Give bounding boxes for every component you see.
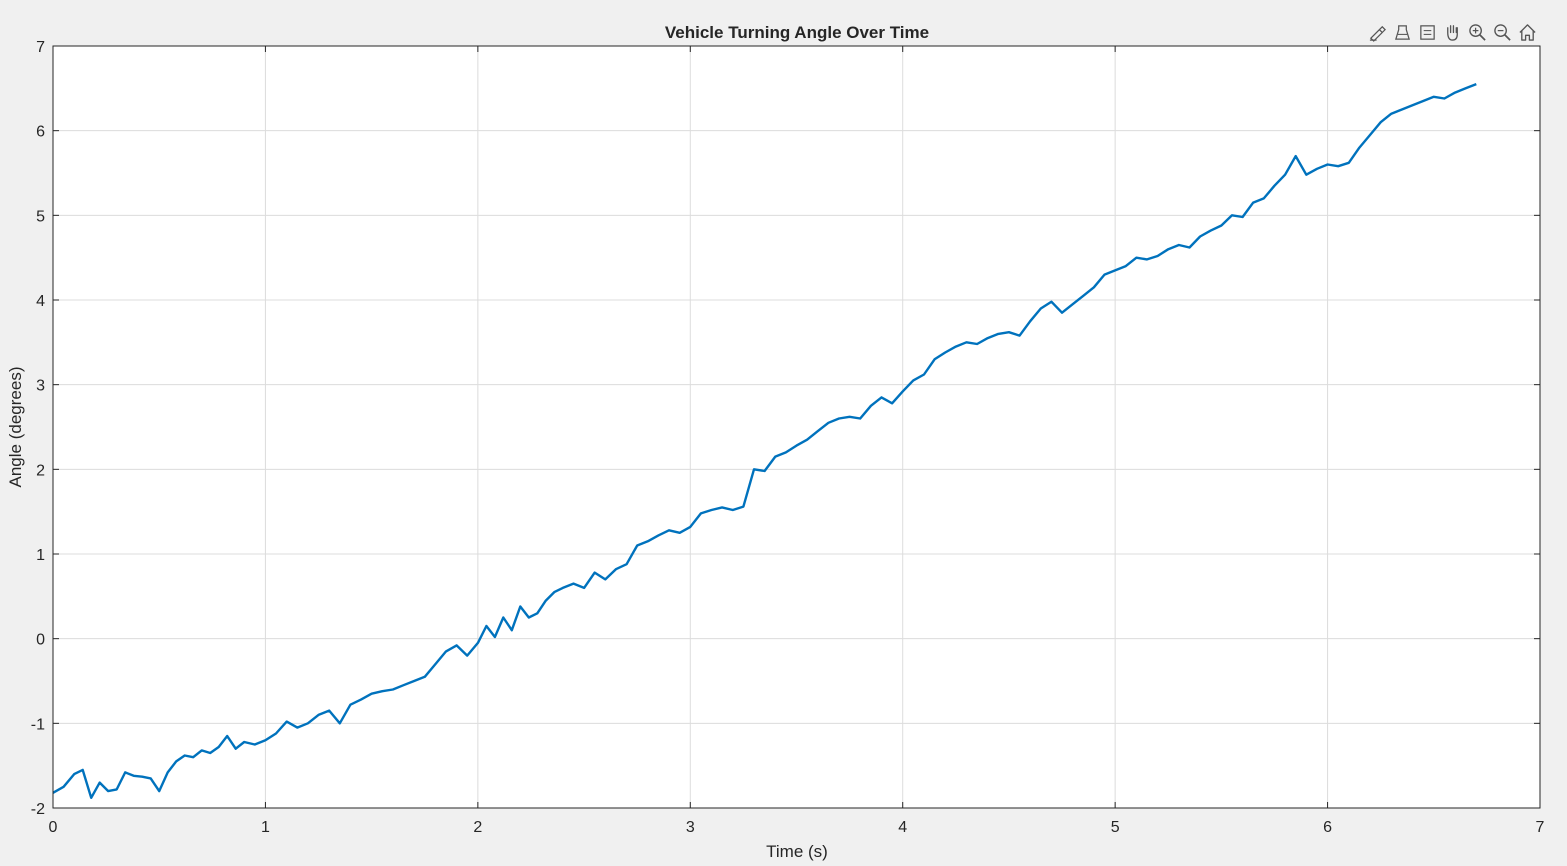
pan-button[interactable] [1441, 21, 1464, 43]
x-tick-label: 7 [1536, 819, 1545, 836]
export-button[interactable] [1416, 21, 1439, 43]
x-tick-label: 4 [898, 819, 907, 836]
zoom-in-icon [1469, 23, 1486, 41]
axes-frame [52, 45, 1541, 809]
y-tick-label: 6 [36, 124, 45, 141]
x-tick-label: 3 [686, 819, 695, 836]
y-tick-label: 3 [36, 378, 45, 395]
axes-toolbar [1366, 21, 1539, 43]
x-tick-label: 0 [49, 819, 58, 836]
datatip-button[interactable] [1391, 21, 1414, 43]
x-axis: 0 1 2 3 4 5 6 7 [49, 46, 1545, 836]
x-tick-label: 1 [261, 819, 270, 836]
plot-area[interactable] [53, 46, 1540, 808]
brush-button[interactable] [1366, 21, 1389, 43]
datatip-icon [1395, 24, 1410, 40]
x-tick-label: 2 [473, 819, 482, 836]
brush-icon [1369, 25, 1386, 42]
y-tick-label: 1 [36, 547, 45, 564]
y-tick-label: 0 [36, 632, 45, 649]
chart-title: Vehicle Turning Angle Over Time [665, 23, 929, 42]
series-line [52, 82, 1477, 799]
zoom-out-button[interactable] [1491, 21, 1514, 43]
x-axis-label: Time (s) [766, 842, 828, 861]
zoom-out-icon [1494, 23, 1511, 41]
zoom-in-button[interactable] [1466, 21, 1489, 43]
y-tick-label: 2 [36, 462, 45, 479]
y-tick-label: 7 [36, 39, 45, 56]
y-tick-label: -2 [31, 801, 45, 818]
y-tick-label: -1 [31, 716, 45, 733]
home-button[interactable] [1516, 21, 1539, 43]
home-icon [1519, 23, 1536, 41]
x-tick-label: 6 [1323, 819, 1332, 836]
y-tick-label: 4 [36, 293, 45, 310]
y-axis: -2 -1 0 1 2 3 4 5 6 7 [31, 39, 1540, 818]
export-icon [1420, 24, 1435, 40]
y-tick-label: 5 [36, 208, 45, 225]
pan-hand-icon [1447, 24, 1458, 41]
y-axis-label: Angle (degrees) [6, 367, 25, 488]
x-tick-label: 5 [1111, 819, 1120, 836]
